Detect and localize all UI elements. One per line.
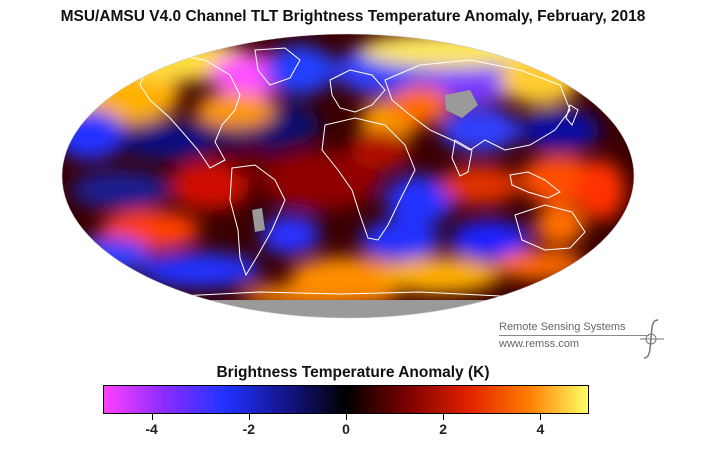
missing-data-region [62,300,634,318]
anomaly-blob [120,120,220,160]
anomaly-blob [495,250,585,280]
colorbar-tick [540,414,542,420]
anomaly-blob [385,175,455,225]
coastline [229,164,286,277]
anomaly-blob [265,45,335,95]
anomaly-blob [380,257,500,293]
colorbar [103,385,589,414]
credit-underline [499,335,649,336]
anomaly-blob [62,110,125,160]
map-title: MSU/AMSU V4.0 Channel TLT Brightness Tem… [60,8,646,25]
anomaly-blob [450,220,530,260]
missing-data-region [252,208,265,232]
colorbar-tick-label: 0 [342,421,350,437]
anomaly-blob [225,142,275,178]
globe-field [62,34,634,318]
credit-url: www.remss.com [499,338,580,350]
anomaly-blob [360,220,440,260]
coastline [565,104,579,126]
credit-name: Remote Sensing Systems [499,321,626,333]
colorbar-tick-label: 2 [439,421,448,437]
anomaly-blob [140,252,260,288]
coastline [329,69,386,113]
anomaly-blob [440,165,520,205]
anomaly-blob [520,108,600,152]
coastline [254,47,301,86]
coastline [384,59,571,151]
coastline [321,117,416,241]
anomaly-blob [575,160,625,220]
colorbar-tick-label: 4 [536,421,545,437]
colorbar-tick-label: -2 [242,421,256,437]
colorbar-tick [443,414,445,420]
coastline [139,54,241,169]
globe-outline [61,33,635,319]
colorbar-tick-label: -4 [145,421,158,437]
rss-logo-icon [640,319,664,359]
anomaly-blob [70,170,170,210]
coastline [514,204,586,251]
colorbar-ticks [103,414,589,422]
colorbar-tick [151,414,153,420]
coastline [509,171,561,199]
anomaly-blob [390,85,450,125]
coastline [451,139,473,177]
anomaly-blob [260,215,320,255]
colorbar-tick [248,414,250,420]
anomaly-blob [260,150,380,210]
colorbar-title: Brightness Temperature Anomaly (K) [216,364,490,381]
missing-data-region [445,90,478,118]
anomaly-blob [360,34,540,68]
colorbar-tick [346,414,347,420]
anomaly-blob [440,108,520,152]
anomaly-blob [535,205,585,245]
anomaly-blob [350,130,410,170]
